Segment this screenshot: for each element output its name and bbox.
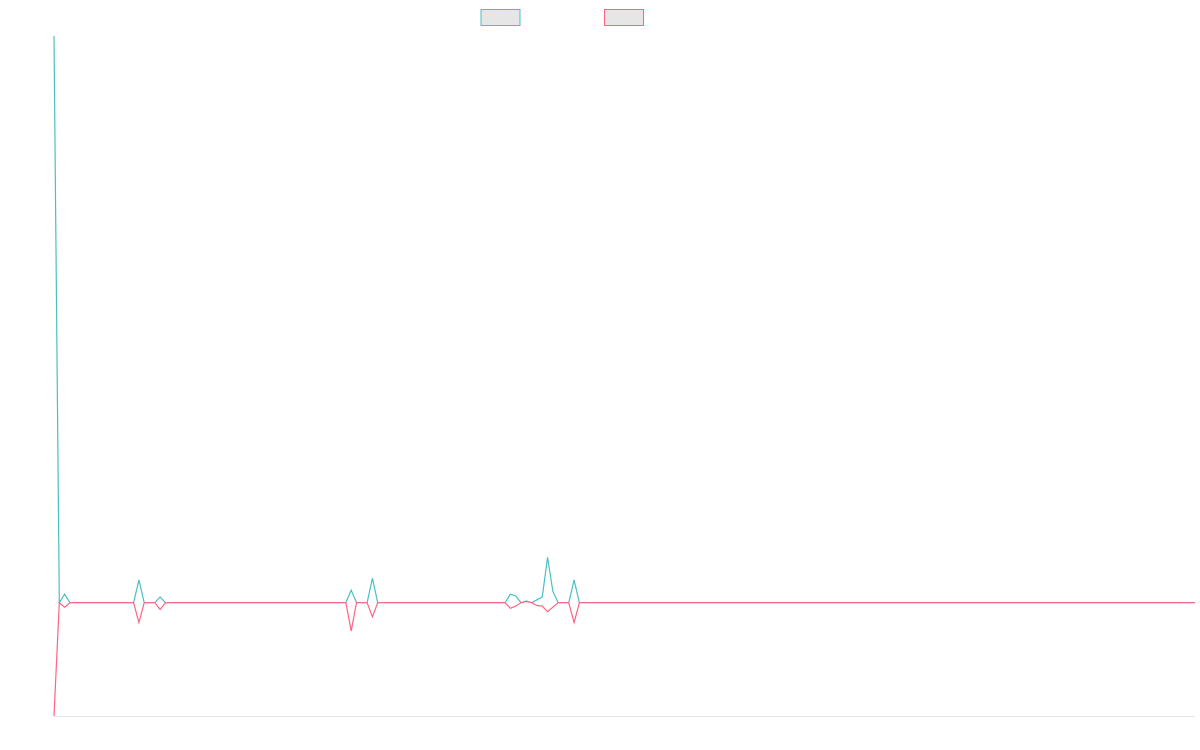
legend-swatch — [604, 9, 644, 26]
legend-swatch — [480, 9, 521, 26]
series-line — [53, 35, 1195, 605]
series-line — [53, 600, 1195, 717]
